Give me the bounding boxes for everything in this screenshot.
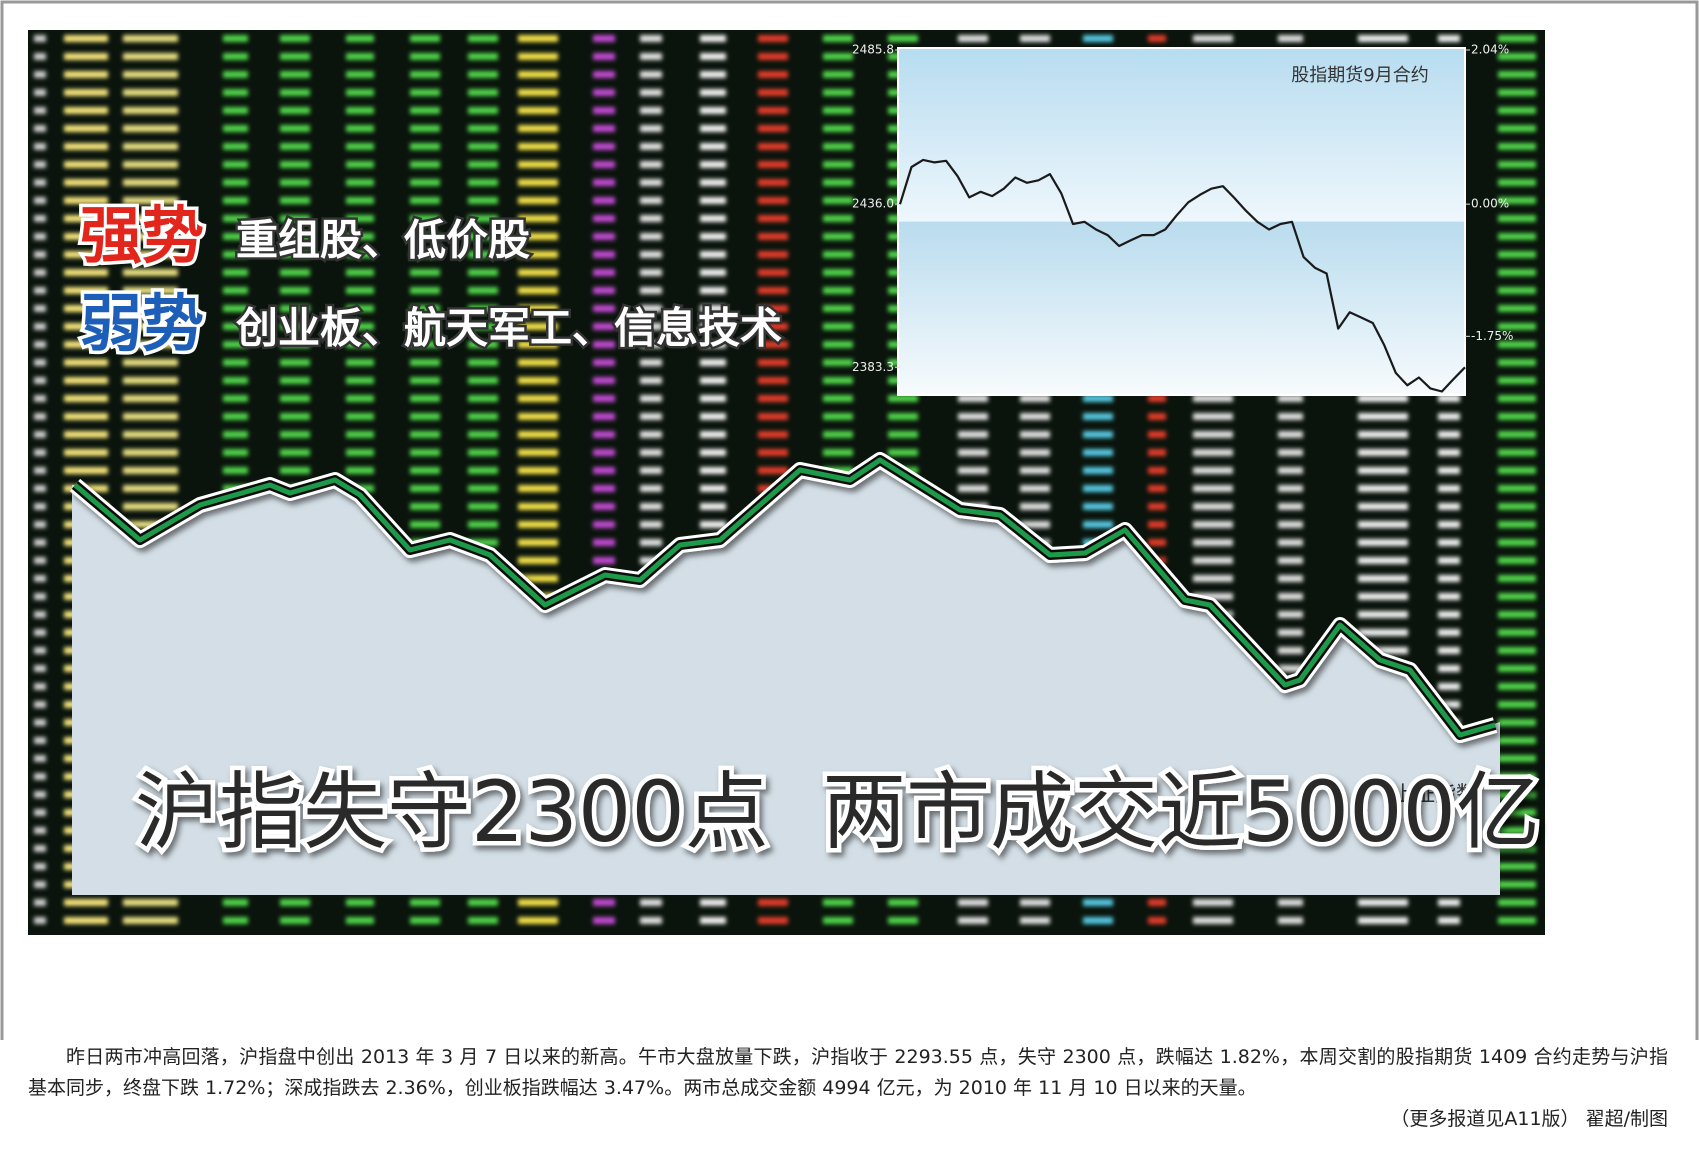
futures-line: [898, 158, 1466, 393]
caption-body: 昨日两市冲高回落，沪指盘中创出 2013 年 3 月 7 日以来的新高。午市大盘…: [28, 1046, 1668, 1099]
strong-label: 强势: [80, 199, 204, 272]
y2-tick-label: 0.00%: [1471, 197, 1509, 211]
y-tick-label: 2485.8: [852, 43, 894, 57]
index-label: 上证指数: [1393, 782, 1477, 806]
headline: 沪指失守2300点 两市成交近5000亿: [135, 763, 1540, 861]
y2-tick-label: 2.04%: [1471, 43, 1509, 57]
index-area: [72, 460, 1500, 895]
weak-text: 创业板、航天军工、信息技术: [236, 304, 782, 353]
y2-tick-label: -1.75%: [1471, 329, 1513, 343]
y-tick-label: 2383.3: [852, 360, 894, 374]
inset-bg: [897, 47, 1466, 396]
weak-label: 弱势: [80, 287, 204, 360]
caption: 昨日两市冲高回落，沪指盘中创出 2013 年 3 月 7 日以来的新高。午市大盘…: [28, 1042, 1668, 1135]
y-tick-label: 2436.0: [852, 197, 894, 211]
index-line: [69, 452, 1498, 743]
inset-title: 股指期货9月合约: [1291, 65, 1428, 86]
strong-text: 重组股、低价股: [236, 216, 530, 265]
credit: （更多报道见A11版） 翟超/制图: [1390, 1108, 1668, 1130]
